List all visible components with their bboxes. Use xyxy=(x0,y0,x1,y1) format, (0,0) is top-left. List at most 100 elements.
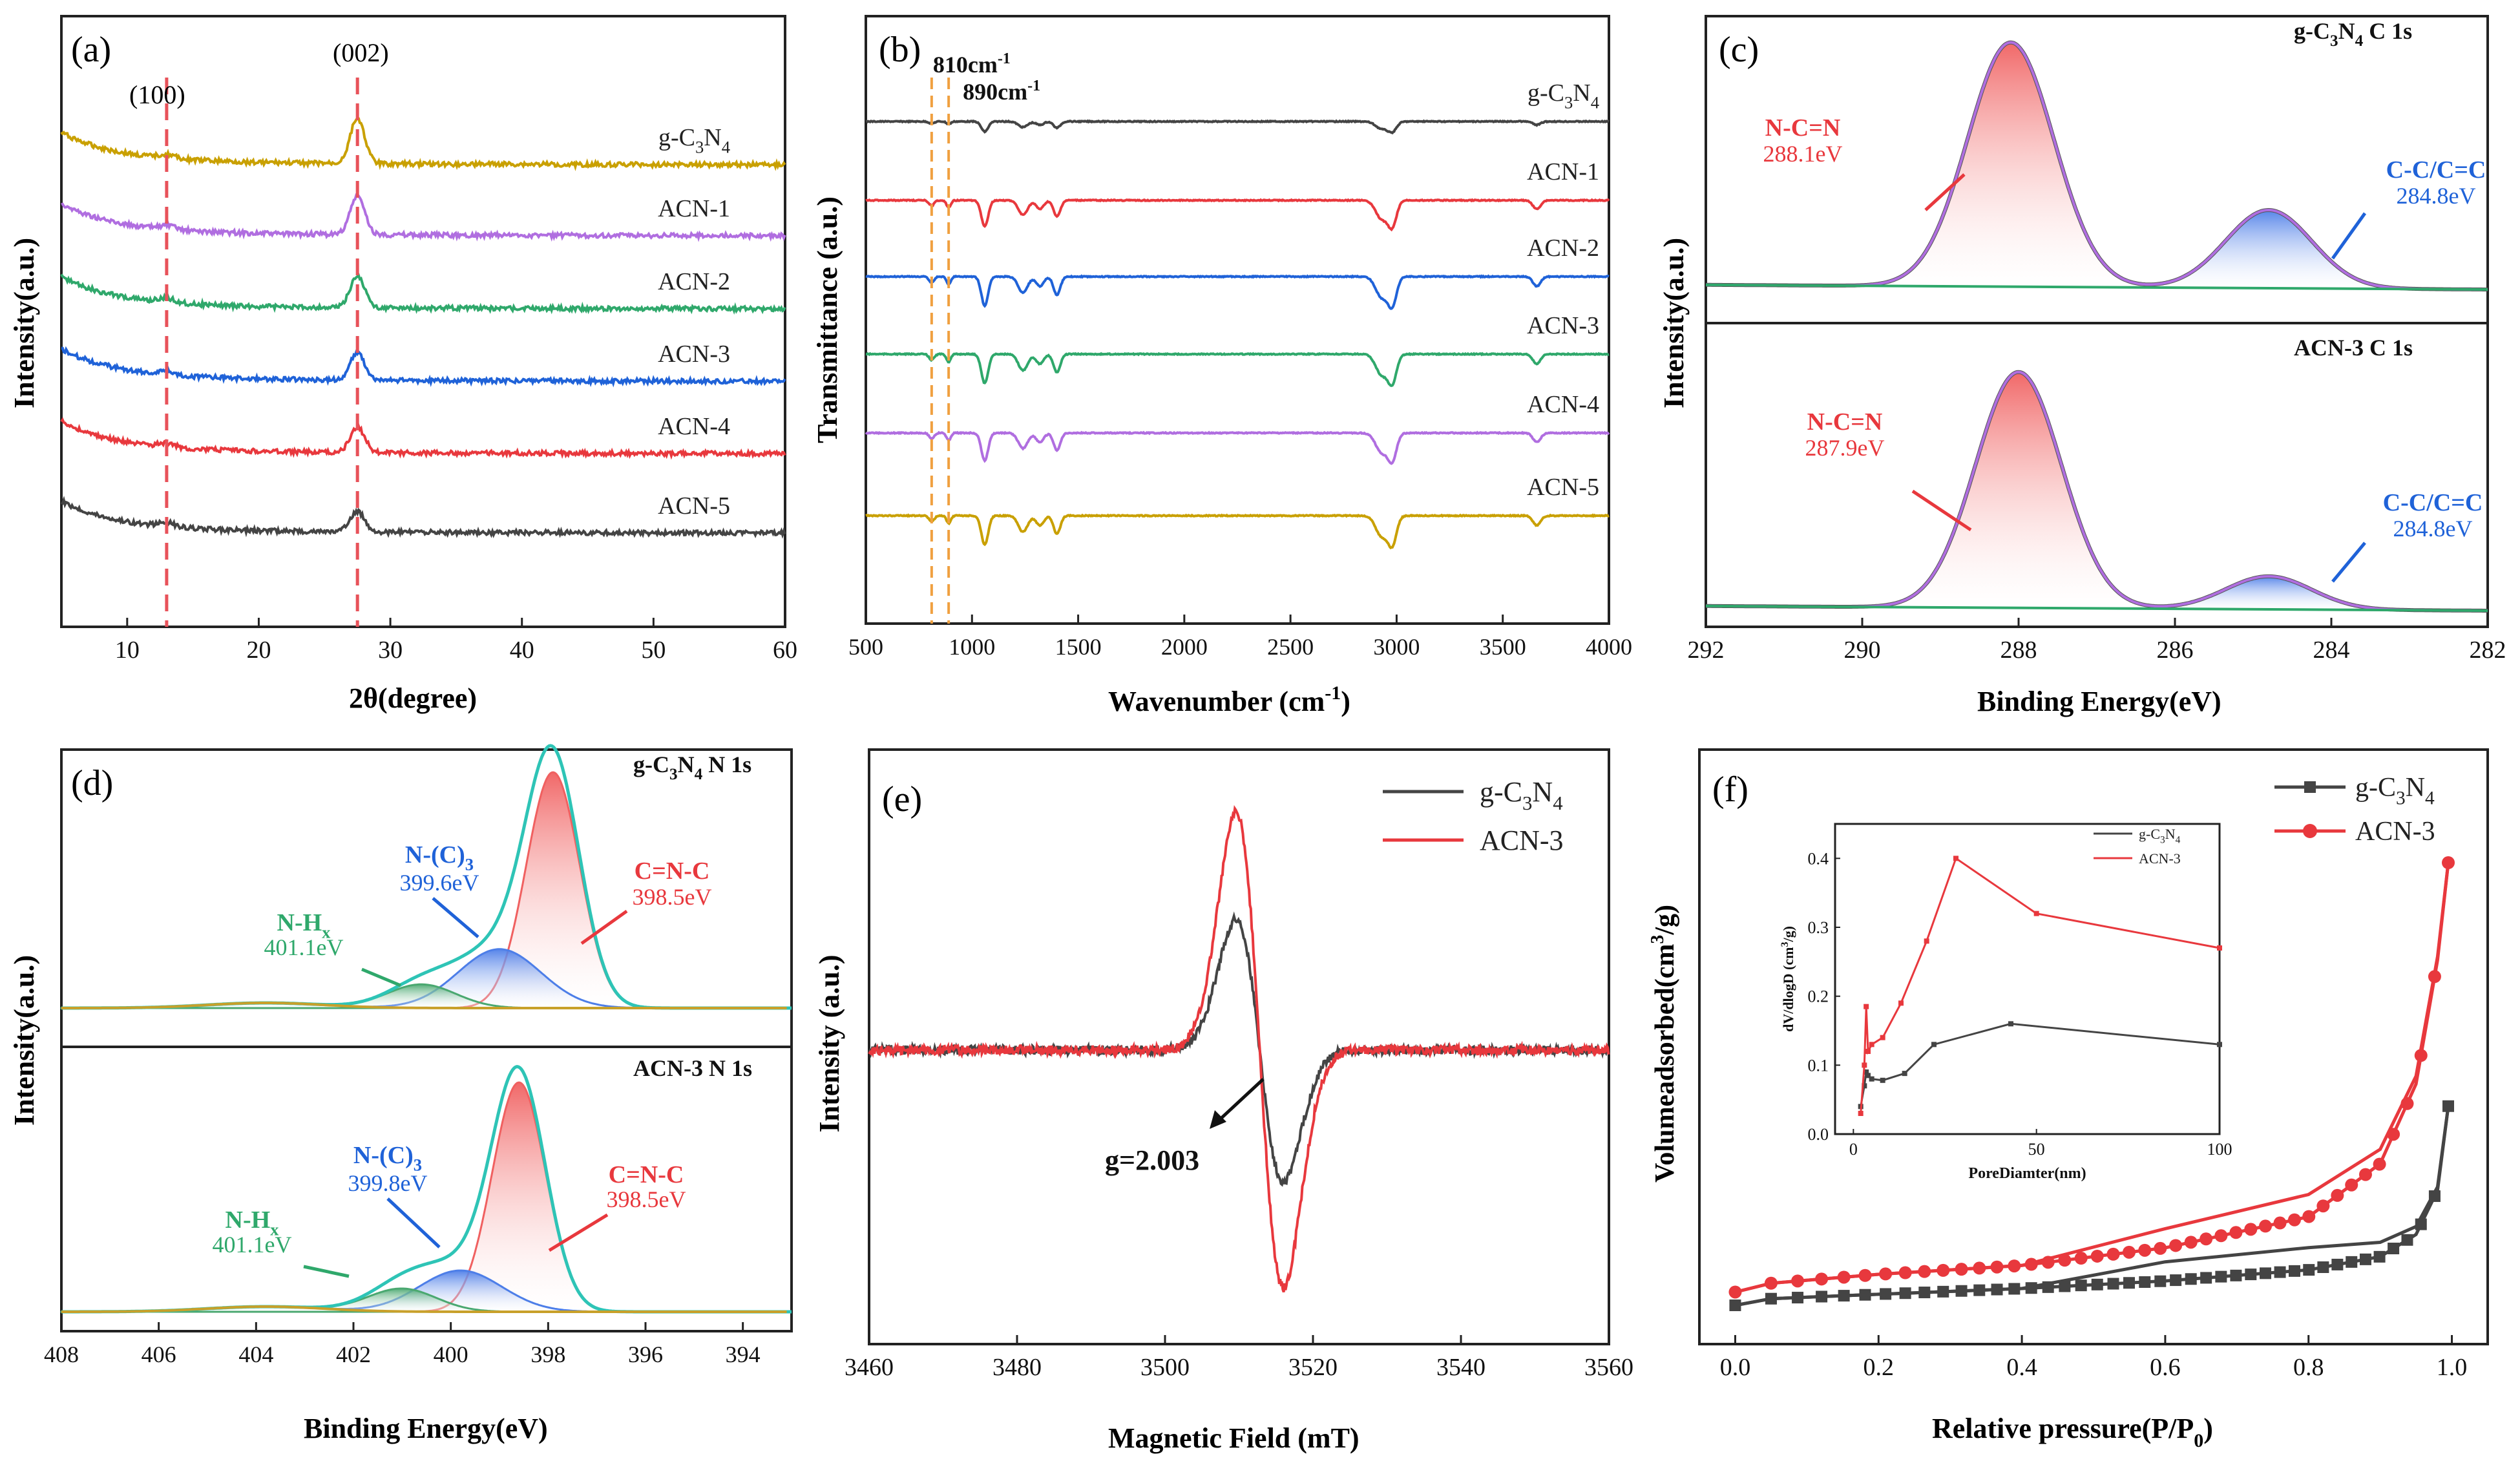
xrd-line-ACN-4 xyxy=(60,417,786,460)
marker xyxy=(2428,970,2441,984)
marker xyxy=(2259,1219,2273,1233)
x-tick-label: 0.0 xyxy=(1720,1354,1751,1381)
panel-d-xps-n1s: 408 406 404 402 400 398 396 394 (d) g-C3N4 N 1s… xyxy=(8,744,793,1444)
marker xyxy=(1899,1287,1911,1300)
x-tick-label: 4000 xyxy=(1586,634,1632,660)
ftir-line-ACN-1 xyxy=(865,198,1610,232)
marker xyxy=(2215,1270,2227,1283)
y-axis-label: Intensity (a.u.) xyxy=(814,954,845,1132)
marker xyxy=(2200,1232,2213,1246)
inset-y-tick-label: 0.4 xyxy=(1808,849,1829,868)
peak-fill xyxy=(1706,576,2488,611)
marker xyxy=(1990,1260,2004,1274)
inset-marker xyxy=(1880,1035,1885,1040)
y-axis-label: Intensity(a.u.) xyxy=(1658,238,1690,408)
x-tick-label: 394 xyxy=(726,1342,761,1367)
y-axis-label: Intensity(a.u.) xyxy=(8,238,40,408)
marker xyxy=(2442,856,2455,869)
marker xyxy=(2075,1279,2087,1292)
inset-marker xyxy=(2008,1021,2013,1027)
inset-marker xyxy=(1924,938,1929,944)
inset-x-tick-label: 0 xyxy=(1849,1140,1858,1159)
x-tick-label: 30 xyxy=(378,637,403,664)
inset-x-tick-label: 100 xyxy=(2207,1140,2232,1159)
marker xyxy=(2415,1218,2427,1230)
x-tick-label: 400 xyxy=(434,1342,468,1367)
marker xyxy=(1991,1283,2003,1296)
axes-frame xyxy=(868,748,1610,1345)
x-tick-label: 398 xyxy=(530,1342,565,1367)
pointer-arrow xyxy=(548,1213,609,1252)
panel-e-epr: 3460 3480 3500 3520 3540 3560 (e) g-C3N4 ACN-3… xyxy=(814,748,1633,1454)
x-tick-label: 3460 xyxy=(845,1354,894,1381)
x-tick-label: 288 xyxy=(2000,637,2037,664)
panel-f-bet: 0.0 0.2 0.4 0.6 0.8 1.0 (f) g-C3N4 ACN-3 g-C3N… xyxy=(1648,748,2489,1451)
inset-line-g-C3N4 xyxy=(1860,1022,2220,1107)
series-label-g-C3N4: g-C3N4 xyxy=(1528,79,1599,112)
panel-c-xps-c1s: 292 290 288 286 284 282 (c) g-C3N4 C 1sN-C=N2… xyxy=(1658,15,2506,717)
inset-frame xyxy=(1834,823,2221,1135)
inset-marker xyxy=(2033,910,2039,916)
inset-y-tick-label: 0.2 xyxy=(1808,987,1829,1006)
x-tick-label: 1.0 xyxy=(2437,1354,2468,1381)
ftir-line-ACN-4 xyxy=(865,430,1610,465)
marker xyxy=(2302,1210,2316,1223)
marker xyxy=(1838,1290,1850,1302)
marker xyxy=(2245,1268,2257,1281)
baseline xyxy=(1705,604,2488,612)
marker xyxy=(1815,1272,1829,1286)
marker xyxy=(1792,1292,1804,1304)
peak-energy: 287.9eV xyxy=(1805,435,1885,461)
peak-label-002: (002) xyxy=(333,38,389,67)
marker xyxy=(1764,1276,1778,1290)
marker xyxy=(2184,1236,2198,1249)
marker xyxy=(2041,1256,2055,1269)
marker xyxy=(2316,1199,2330,1213)
peak-label: C=N-C xyxy=(635,858,710,885)
marker xyxy=(2106,1247,2120,1261)
marker xyxy=(2090,1249,2104,1263)
x-tick-label: 292 xyxy=(1688,637,1725,664)
peak-label-100: (100) xyxy=(129,80,185,109)
marker xyxy=(1937,1263,1950,1277)
inset-marker xyxy=(1865,1049,1871,1054)
marker xyxy=(2154,1241,2167,1255)
peak-energy: 399.6eV xyxy=(400,870,479,896)
marker xyxy=(1955,1263,1968,1276)
marker xyxy=(2138,1243,2152,1257)
peak-energy: 284.8eV xyxy=(2397,183,2476,209)
xrd-line-g-C3N4 xyxy=(60,116,786,171)
marker xyxy=(1879,1267,1893,1281)
series-label-ACN-4: ACN-4 xyxy=(658,413,730,440)
x-tick-label: 3500 xyxy=(1480,634,1526,660)
x-tick-label: 20 xyxy=(246,637,271,664)
marker xyxy=(1918,1287,1931,1299)
marker xyxy=(1816,1290,1828,1303)
x-tick-label: 284 xyxy=(2313,637,2350,664)
marker xyxy=(2358,1168,2372,1181)
inset-legend-label: ACN-3 xyxy=(2139,850,2181,867)
x-tick-label: 50 xyxy=(641,637,666,664)
x-tick-label: 3480 xyxy=(992,1354,1042,1381)
baseline xyxy=(61,1305,787,1313)
inset-x-tick-label: 50 xyxy=(2028,1140,2045,1159)
y-axis-label: Transmittance (a.u.) xyxy=(812,196,843,443)
marker xyxy=(2107,1278,2119,1290)
epr-line-ACN-3 xyxy=(868,805,1610,1293)
legend-label: ACN-3 xyxy=(2355,817,2435,847)
subplot-header: ACN-3 N 1s xyxy=(633,1055,752,1081)
marker xyxy=(2274,1266,2286,1278)
series-label-ACN-2: ACN-2 xyxy=(1527,235,1599,262)
marker xyxy=(1937,1285,1949,1298)
subplot-header: g-C3N4 C 1s xyxy=(2294,18,2412,50)
peak-label: N-(C)3 xyxy=(405,841,474,874)
marker xyxy=(2229,1226,2243,1239)
marker xyxy=(2230,1269,2242,1281)
pointer-arrow xyxy=(361,967,401,987)
x-axis-label: 2θ(degree) xyxy=(349,682,477,714)
peak-label: N-Hx xyxy=(277,909,331,942)
peak-label: N-C=N xyxy=(1765,114,1841,142)
subplot-header: g-C3N4 N 1s xyxy=(633,752,751,783)
panel-label: (b) xyxy=(879,30,921,70)
peak-label: N-C=N xyxy=(1807,408,1883,436)
